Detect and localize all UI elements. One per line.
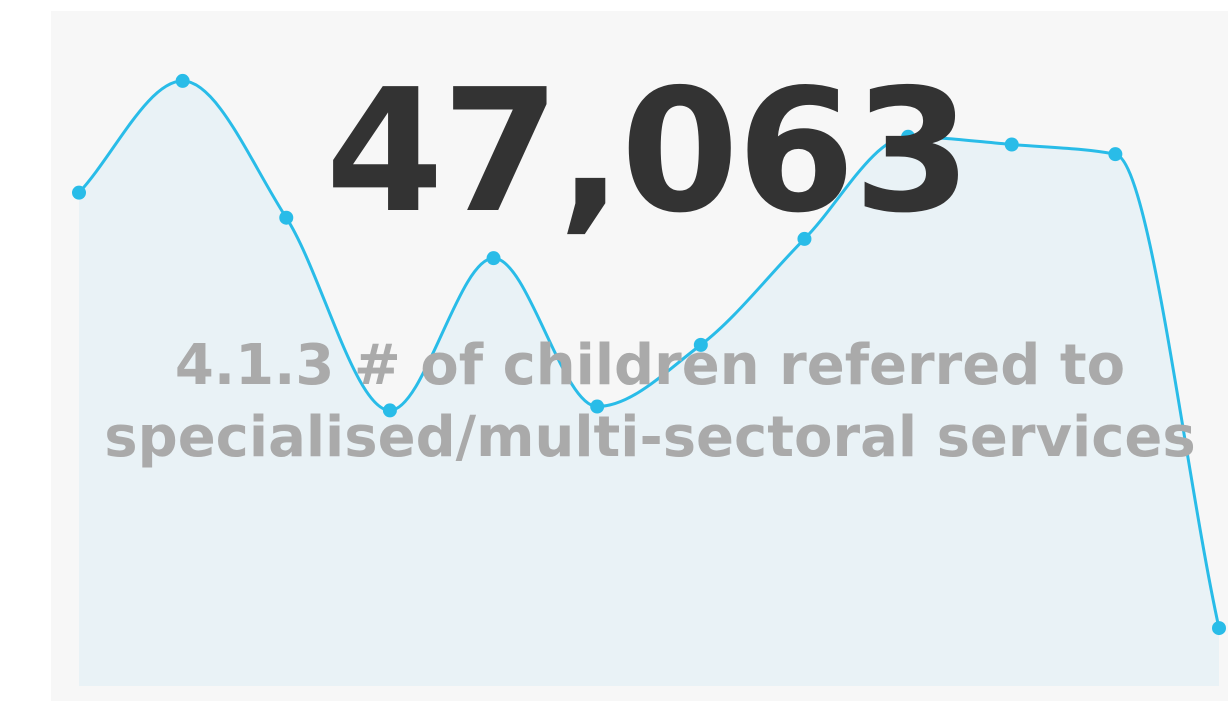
data-point-8: [797, 231, 812, 246]
kpi-value: 47,063: [325, 53, 971, 251]
data-point-9: [901, 129, 916, 144]
data-point-10: [1004, 137, 1019, 152]
data-point-11: [1108, 147, 1123, 162]
data-point-6: [590, 399, 605, 414]
sparkline-area: [79, 80, 1219, 686]
data-point-5: [486, 251, 501, 266]
data-point-2: [175, 73, 190, 88]
data-point-12: [1212, 621, 1226, 636]
sparkline-points: [72, 73, 1226, 636]
data-point-3: [279, 210, 294, 225]
data-point-7: [693, 337, 708, 352]
data-point-1: [72, 185, 86, 200]
data-point-4: [382, 403, 397, 418]
kpi-label: 4.1.3 # of children referred to speciali…: [104, 333, 1196, 470]
